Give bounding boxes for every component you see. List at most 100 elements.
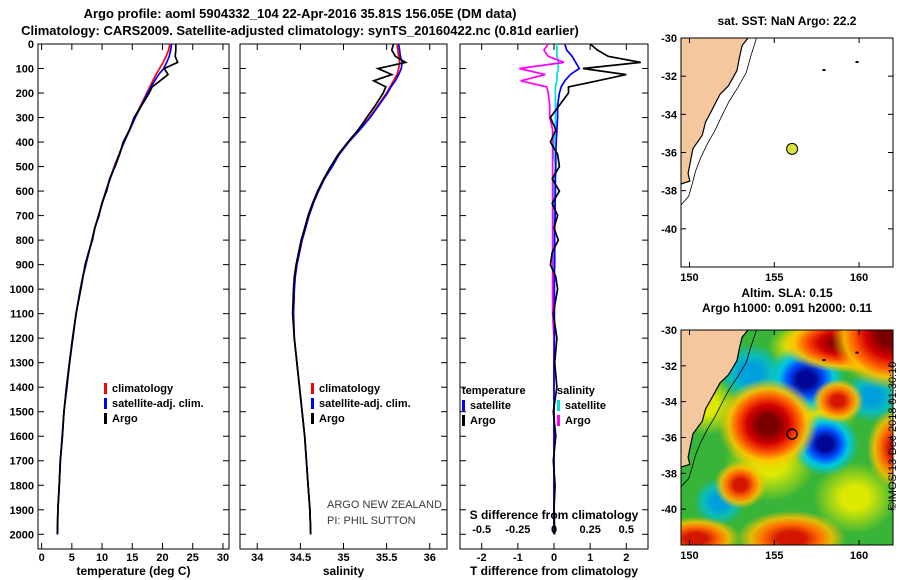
svg-text:-30: -30	[661, 325, 677, 337]
legend-diff-temperature: temperature satellite Argo	[462, 384, 526, 429]
svg-text:15: 15	[126, 552, 138, 564]
legend-item: Argo	[104, 412, 204, 427]
figure-title: Argo profile: aoml 5904332_104 22-Apr-20…	[83, 6, 517, 21]
series-temperature-argo-diff	[549, 43, 641, 535]
legend-header-salinity: salinity	[557, 385, 595, 397]
watermark-org: ARGO NEW ZEALAND	[327, 499, 442, 511]
legend-header-temperature: temperature	[462, 385, 526, 397]
svg-text:1000: 1000	[10, 284, 34, 296]
svg-text:34: 34	[251, 552, 264, 564]
svg-text:2: 2	[623, 552, 629, 564]
svg-text:-36: -36	[661, 148, 677, 160]
legend-label-argo: Argo	[319, 413, 345, 425]
svg-text:-2: -2	[477, 552, 487, 564]
legend-item: Argo	[557, 414, 606, 429]
legend-label-argo: Argo	[565, 415, 591, 427]
svg-text:1300: 1300	[10, 358, 34, 370]
legend-item: climatology	[104, 382, 204, 397]
svg-text:25: 25	[187, 552, 199, 564]
svg-text:1500: 1500	[10, 407, 34, 419]
svg-text:20: 20	[156, 552, 168, 564]
svg-text:100: 100	[16, 64, 34, 76]
legend-marker-argo	[311, 413, 314, 424]
sla-map-subtitle: Argo h1000: 0.091 h2000: 0.11	[701, 301, 873, 315]
svg-text:-32: -32	[661, 71, 677, 83]
legend-marker-climatology	[104, 383, 107, 394]
svg-text:0.25: 0.25	[579, 524, 600, 536]
legend-item: climatology	[311, 382, 411, 397]
svg-text:700: 700	[16, 211, 34, 223]
sla-heatmap	[681, 330, 893, 545]
legend-label-argo: Argo	[470, 415, 496, 427]
svg-text:150: 150	[680, 550, 698, 562]
svg-text:1400: 1400	[10, 382, 34, 394]
svg-text:1800: 1800	[10, 480, 34, 492]
legend-marker-climatology	[311, 383, 314, 394]
svg-text:-40: -40	[661, 504, 677, 516]
svg-text:2000: 2000	[10, 529, 34, 541]
svg-text:10: 10	[96, 552, 108, 564]
svg-text:500: 500	[16, 162, 34, 174]
series-salinity-satellite-diff-x4	[553, 44, 560, 535]
svg-text:-30: -30	[661, 33, 677, 45]
island-mark	[822, 69, 826, 72]
legend-item: satellite	[557, 399, 606, 414]
watermark-pi: PI: PHIL SUTTON	[327, 515, 416, 527]
svg-text:160: 160	[850, 550, 868, 562]
legend-label-satellite: satellite	[470, 400, 511, 412]
legend-salinity-panel: climatology satellite-adj. clim. Argo	[311, 382, 411, 427]
series-temperature-satellite-diff	[553, 43, 581, 535]
series-satellite-adj-clim-	[292, 43, 403, 535]
svg-text:400: 400	[16, 137, 34, 149]
legend-label-climatology: climatology	[112, 383, 174, 395]
series-climatology	[56, 43, 171, 535]
legend-marker-argo	[557, 415, 560, 426]
svg-text:160: 160	[850, 272, 868, 284]
shelf-contour	[680, 37, 757, 206]
legend-marker-satellite	[462, 400, 465, 411]
xlabel-salinity: salinity	[322, 564, 365, 578]
svg-text:150: 150	[680, 272, 698, 284]
land-area	[681, 38, 748, 184]
svg-text:1: 1	[587, 552, 593, 564]
series-climatology	[292, 43, 401, 535]
svg-text:200: 200	[16, 88, 34, 100]
svg-text:1100: 1100	[10, 309, 34, 321]
svg-text:900: 900	[16, 260, 34, 272]
svg-text:30: 30	[217, 552, 229, 564]
svg-text:155: 155	[765, 272, 783, 284]
svg-text:-1: -1	[513, 552, 523, 564]
svg-text:36: 36	[424, 552, 436, 564]
svg-text:1600: 1600	[10, 431, 34, 443]
legend-label-satellite-adj-clim: satellite-adj. clim.	[319, 398, 411, 410]
svg-text:0: 0	[551, 524, 557, 536]
legend-item: satellite-adj. clim.	[311, 397, 411, 412]
float-position-marker	[786, 142, 799, 155]
xlabel-t-difference: T difference from climatology	[469, 564, 639, 578]
legend-label-argo: Argo	[112, 413, 138, 425]
svg-text:0: 0	[28, 39, 34, 51]
sst-map-title: sat. SST: NaN Argo: 22.2	[717, 14, 857, 28]
legend-label-satellite-adj-clim: satellite-adj. clim.	[112, 398, 204, 410]
svg-text:600: 600	[16, 186, 34, 198]
svg-text:300: 300	[16, 113, 34, 125]
difference-panel: -2 -1 0 1 2 S difference from climatology -0.5…	[459, 43, 649, 564]
svg-text:-38: -38	[661, 468, 677, 480]
svg-text:-38: -38	[661, 186, 677, 198]
temperature-panel: 0 5 10 15 20 25 300100200300400500600700800900…	[10, 39, 230, 564]
legend-item: Argo	[462, 414, 526, 429]
copyright: ©IMOS 13-Dec-2018 01:30:10	[887, 361, 899, 511]
svg-text:1900: 1900	[10, 505, 34, 517]
svg-text:-0.5: -0.5	[472, 524, 491, 536]
legend-marker-argo	[104, 413, 107, 424]
svg-text:1200: 1200	[10, 333, 34, 345]
legend-marker-satellite-adj-clim	[104, 398, 107, 409]
svg-text:5: 5	[69, 552, 75, 564]
xlabel-temperature: temperature (deg C)	[76, 564, 191, 578]
series-salinity-argo-diff-x4	[519, 43, 565, 535]
svg-text:-36: -36	[661, 433, 677, 445]
svg-text:-34: -34	[661, 397, 678, 409]
svg-text:1700: 1700	[10, 456, 34, 468]
legend-marker-argo	[462, 415, 465, 426]
legend-temperature-panel: climatology satellite-adj. clim. Argo	[104, 382, 204, 427]
